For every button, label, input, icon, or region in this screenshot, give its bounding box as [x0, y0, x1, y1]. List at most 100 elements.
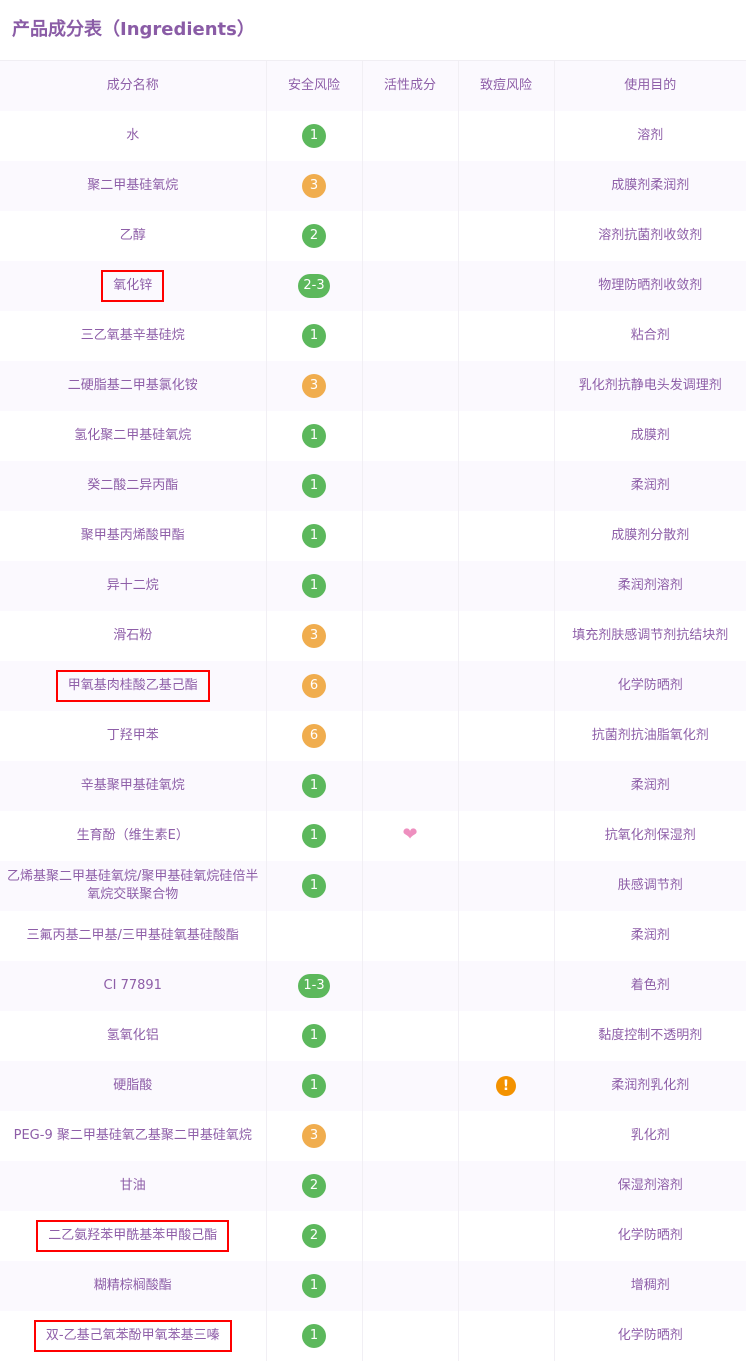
table-row: 二硬脂基二甲基氯化铵 3 乳化剂抗静电头发调理剂 — [0, 361, 746, 411]
cell-acne — [458, 711, 555, 761]
highlight-box: 双-乙基己氧苯酚甲氧苯基三嗪 — [33, 1320, 232, 1352]
cell-name: 二硬脂基二甲基氯化铵 — [0, 361, 267, 411]
cell-active — [362, 1011, 459, 1061]
ingredient-name: 二乙氨羟苯甲酰基苯甲酸己酯 — [48, 1228, 218, 1243]
cell-purpose: 溶剂抗菌剂收敛剂 — [554, 211, 746, 261]
cell-active — [362, 611, 459, 661]
table-row: 三乙氧基辛基硅烷 1 粘合剂 — [0, 311, 746, 361]
cell-risk: 3 — [266, 1111, 363, 1161]
cell-risk: 1 — [266, 461, 363, 511]
cell-acne — [458, 611, 555, 661]
ingredient-name: 二硬脂基二甲基氯化铵 — [67, 378, 198, 393]
risk-badge: 3 — [302, 1124, 326, 1148]
risk-badge: 2-3 — [298, 274, 330, 298]
ingredient-name: 甲氧基肉桂酸乙基己酯 — [67, 678, 198, 693]
cell-acne — [458, 761, 555, 811]
purpose: 溶剂抗菌剂收敛剂 — [598, 228, 703, 243]
cell-active — [362, 961, 459, 1011]
purpose: 成膜剂分散剂 — [611, 528, 690, 543]
table-row: 异十二烷 1 柔润剂溶剂 — [0, 561, 746, 611]
risk-badge: 1 — [302, 324, 326, 348]
risk-badge: 2 — [302, 1224, 326, 1248]
cell-active — [362, 911, 459, 961]
cell-risk: 1 — [266, 1261, 363, 1311]
cell-active — [362, 711, 459, 761]
table-row: 乙醇 2 溶剂抗菌剂收敛剂 — [0, 211, 746, 261]
ingredient-name: 三氟丙基二甲基/三甲基硅氧基硅酸酯 — [26, 928, 239, 943]
cell-purpose: 化学防晒剂 — [554, 1311, 746, 1361]
cell-name: 乙烯基聚二甲基硅氧烷/聚甲基硅氧烷硅倍半氧烷交联聚合物 — [0, 861, 267, 911]
cell-risk: 2 — [266, 1161, 363, 1211]
cell-acne — [458, 311, 555, 361]
table-row: 水 1 溶剂 — [0, 111, 746, 161]
purpose: 黏度控制不透明剂 — [598, 1028, 703, 1043]
heart-icon: ❤ — [402, 824, 418, 845]
purpose: 增稠剂 — [630, 1278, 670, 1293]
cell-name: 生育酚（维生素E） — [0, 811, 267, 861]
cell-purpose: 粘合剂 — [554, 311, 746, 361]
table-row: 甲氧基肉桂酸乙基己酯 6 化学防晒剂 — [0, 661, 746, 711]
cell-active — [362, 311, 459, 361]
warning-icon: ! — [496, 1076, 516, 1096]
cell-name: 氢氧化铝 — [0, 1011, 267, 1061]
cell-acne — [458, 561, 555, 611]
cell-acne — [458, 961, 555, 1011]
cell-risk: 1 — [266, 111, 363, 161]
highlight-box: 氧化锌 — [101, 270, 165, 302]
purpose: 化学防晒剂 — [617, 678, 683, 693]
cell-purpose: 增稠剂 — [554, 1261, 746, 1311]
cell-acne — [458, 1211, 555, 1261]
purpose: 粘合剂 — [630, 328, 670, 343]
cell-acne — [458, 111, 555, 161]
cell-risk: 1 — [266, 1011, 363, 1061]
cell-risk: 3 — [266, 161, 363, 211]
header-active: 活性成分 — [362, 61, 459, 111]
cell-acne — [458, 661, 555, 711]
cell-risk: 1 — [266, 311, 363, 361]
cell-risk: 1-3 — [266, 961, 363, 1011]
cell-active — [362, 511, 459, 561]
cell-purpose: 化学防晒剂 — [554, 661, 746, 711]
cell-name: 氢化聚二甲基硅氧烷 — [0, 411, 267, 461]
cell-name: 三氟丙基二甲基/三甲基硅氧基硅酸酯 — [0, 911, 267, 961]
table-row: 氧化锌 2-3 物理防晒剂收敛剂 — [0, 261, 746, 311]
cell-name: 硬脂酸 — [0, 1061, 267, 1111]
cell-active — [362, 111, 459, 161]
cell-active — [362, 761, 459, 811]
cell-acne — [458, 861, 555, 911]
cell-acne — [458, 1311, 555, 1361]
table-row: 乙烯基聚二甲基硅氧烷/聚甲基硅氧烷硅倍半氧烷交联聚合物 1 肤感调节剂 — [0, 861, 746, 911]
cell-name: 聚甲基丙烯酸甲酯 — [0, 511, 267, 561]
page-title: 产品成分表（Ingredients） — [0, 0, 746, 61]
cell-risk: 1 — [266, 1311, 363, 1361]
risk-badge: 2 — [302, 1174, 326, 1198]
cell-risk: 6 — [266, 711, 363, 761]
table-row: 三氟丙基二甲基/三甲基硅氧基硅酸酯 柔润剂 — [0, 911, 746, 961]
table-row: 氢氧化铝 1 黏度控制不透明剂 — [0, 1011, 746, 1061]
cell-acne — [458, 1261, 555, 1311]
highlight-box: 二乙氨羟苯甲酰基苯甲酸己酯 — [36, 1220, 230, 1252]
risk-badge: 6 — [302, 674, 326, 698]
purpose: 化学防晒剂 — [617, 1328, 683, 1343]
cell-active — [362, 361, 459, 411]
cell-purpose: 溶剂 — [554, 111, 746, 161]
ingredient-name: 滑石粉 — [113, 628, 153, 643]
cell-acne — [458, 1111, 555, 1161]
cell-risk: 1 — [266, 511, 363, 561]
table-row: 硬脂酸 1! 柔润剂乳化剂 — [0, 1061, 746, 1111]
risk-badge: 3 — [302, 174, 326, 198]
cell-purpose: 乳化剂抗静电头发调理剂 — [554, 361, 746, 411]
cell-risk: 2 — [266, 211, 363, 261]
risk-badge: 1 — [302, 1274, 326, 1298]
table-row: 生育酚（维生素E） 1 ❤ 抗氧化剂保湿剂 — [0, 811, 746, 861]
cell-purpose: 保湿剂溶剂 — [554, 1161, 746, 1211]
cell-name: 双-乙基己氧苯酚甲氧苯基三嗪 — [0, 1311, 267, 1361]
cell-purpose: 化学防晒剂 — [554, 1211, 746, 1261]
cell-purpose: 成膜剂分散剂 — [554, 511, 746, 561]
cell-name: PEG-9 聚二甲基硅氧乙基聚二甲基硅氧烷 — [0, 1111, 267, 1161]
header-acne-risk: 致痘风险 — [458, 61, 555, 111]
cell-acne — [458, 1161, 555, 1211]
cell-name: 糊精棕榈酸酯 — [0, 1261, 267, 1311]
risk-badge: 3 — [302, 374, 326, 398]
table-row: 聚二甲基硅氧烷 3 成膜剂柔润剂 — [0, 161, 746, 211]
